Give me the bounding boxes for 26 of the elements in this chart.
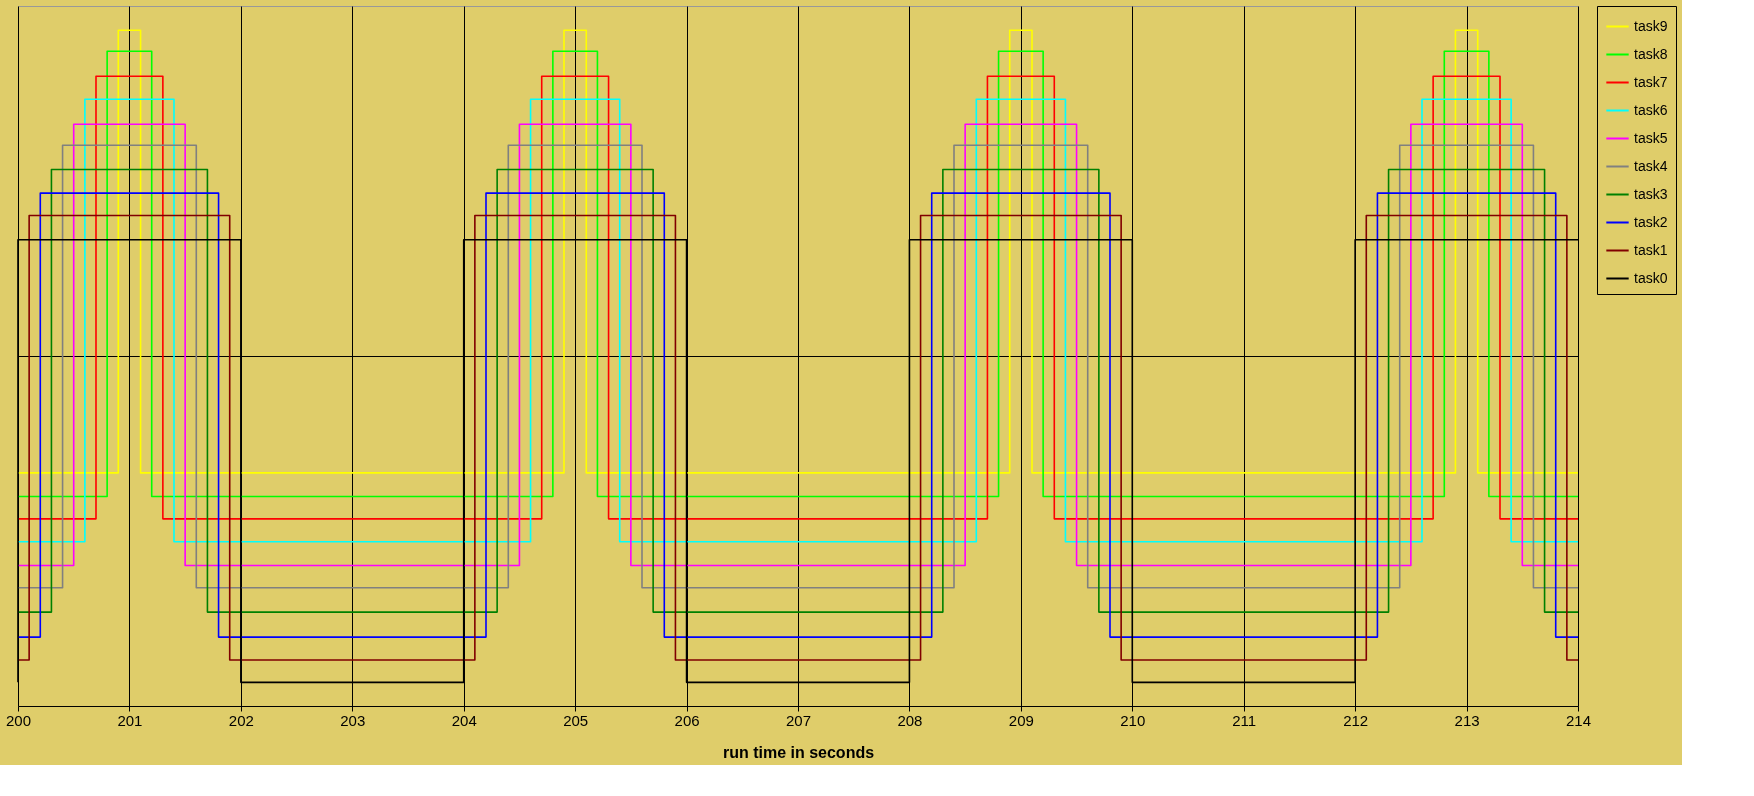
legend-label: task8 xyxy=(1634,45,1668,62)
x-tick-label: 211 xyxy=(1232,711,1257,729)
x-tick-label: 200 xyxy=(5,711,32,729)
legend-label: task3 xyxy=(1634,185,1668,202)
x-tick-label: 205 xyxy=(563,711,589,729)
x-tick-label: 214 xyxy=(1565,711,1592,729)
legend-label: task6 xyxy=(1634,101,1668,118)
legend-label: task1 xyxy=(1634,241,1668,258)
x-tick-label: 206 xyxy=(674,711,700,729)
x-tick-label: 202 xyxy=(228,711,254,729)
x-tick-label: 213 xyxy=(1454,711,1480,729)
x-tick-label: 212 xyxy=(1343,711,1369,729)
legend-label: task4 xyxy=(1634,157,1668,174)
legend-label: task2 xyxy=(1634,213,1668,230)
x-tick-label: 203 xyxy=(340,711,366,729)
x-tick-label: 207 xyxy=(785,711,812,729)
x-tick-label: 204 xyxy=(451,711,477,729)
x-axis-title: run time in seconds xyxy=(722,743,875,761)
x-tick-label: 210 xyxy=(1120,711,1146,729)
x-tick-label: 208 xyxy=(897,711,923,729)
legend-label: task5 xyxy=(1634,129,1668,146)
legend-label: task0 xyxy=(1634,269,1668,286)
legend-label: task9 xyxy=(1634,17,1668,34)
legend-label: task7 xyxy=(1634,73,1668,90)
x-tick-label: 209 xyxy=(1008,711,1034,729)
x-tick-label: 201 xyxy=(117,711,143,729)
